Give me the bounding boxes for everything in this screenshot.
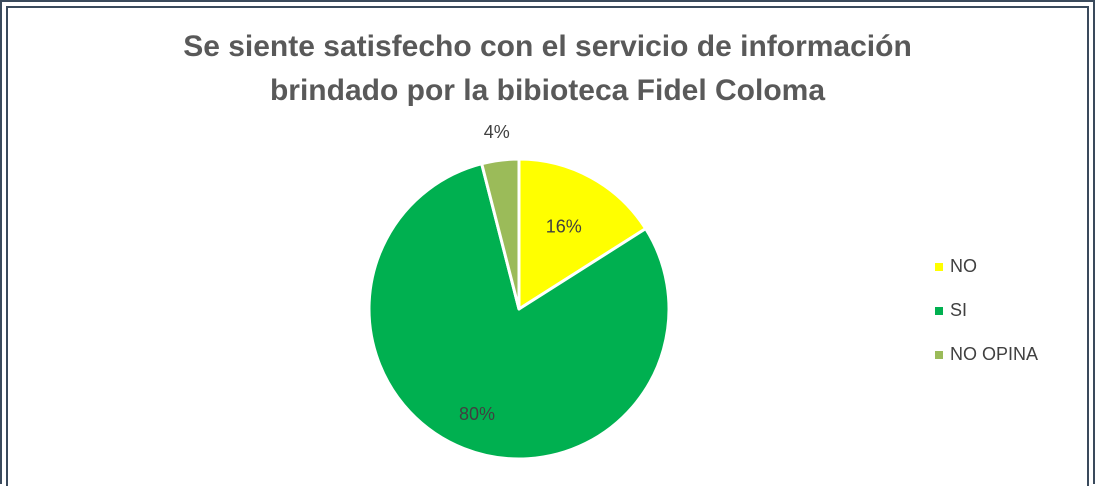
- legend-item-si: SI: [935, 300, 967, 320]
- legend-label: NO OPINA: [950, 344, 1038, 364]
- legend-swatch: [935, 307, 943, 315]
- legend-label: NO: [950, 256, 977, 276]
- legend-swatch: [935, 263, 943, 271]
- chart-title-line-1: Se siente satisfecho con el servicio de …: [183, 30, 912, 63]
- pie-slice-no-opina: [480, 157, 521, 311]
- data-label-si: 80%: [459, 404, 495, 424]
- legend-item-no-opina: NO OPINA: [935, 344, 1038, 364]
- pie-slice-si: [367, 162, 671, 461]
- pie-slice-no: [517, 157, 648, 311]
- data-label-no: 16%: [546, 216, 582, 236]
- legend-item-no: NO: [935, 256, 977, 276]
- data-label-no-opina: 4%: [484, 122, 510, 142]
- legend-swatch: [935, 351, 943, 359]
- legend-label: SI: [950, 300, 967, 320]
- chart-title-line-2: brindado por la bibioteca Fidel Coloma: [269, 74, 826, 107]
